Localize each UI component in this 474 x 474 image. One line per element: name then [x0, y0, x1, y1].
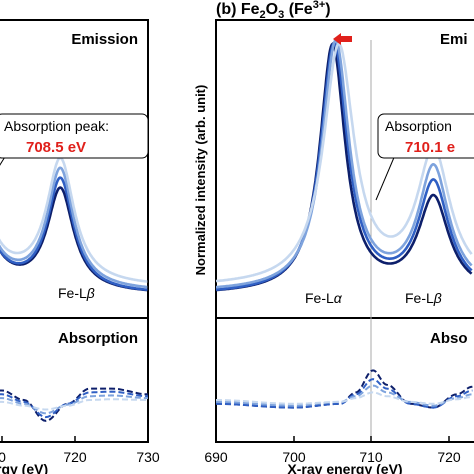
left-annotation-title: Absorption peak: — [4, 118, 109, 134]
left-x-tick-label: 730 — [136, 449, 160, 465]
right-annotation-value: 710.1 e — [405, 139, 455, 156]
left-emission-frame — [0, 19, 149, 319]
right-x-ticks — [215, 436, 450, 442]
emission-right-series-2 — [215, 41, 473, 291]
absorption-left-series-4 — [0, 398, 148, 411]
right-absorption-frame — [215, 317, 474, 443]
left-peak-label-fe-lbeta: Fe-Lβ — [58, 285, 95, 301]
right-peak-label-fe-lbeta: Fe-Lβ — [405, 290, 442, 306]
right-y-axis-label: Normalized intensity (arb. unit) — [193, 85, 208, 276]
right-x-tick-label: 690 — [204, 449, 228, 465]
absorption-right-series-2 — [215, 378, 473, 409]
left-absorption-frame — [0, 317, 149, 443]
right-x-tick-label: 700 — [282, 449, 306, 465]
right-emission-curves — [215, 38, 473, 292]
right-panel-title: (b) Fe2O3 (Fe3+) — [216, 0, 331, 21]
left-absorption-peak-annotation: Absorption peak: 708.5 eV — [0, 113, 149, 166]
right-x-axis-label: X-ray energy (eV) — [287, 461, 402, 474]
left-x-ticks — [1, 436, 149, 442]
emission-right-series-3 — [216, 38, 473, 289]
right-peak-label-fe-lalpha: Fe-Lα — [305, 290, 343, 306]
left-emission-curves — [0, 156, 148, 292]
left-x-tick-label: 0 — [0, 449, 6, 465]
emission-left-series-4 — [0, 156, 148, 283]
left-x-axis-label: rgy (eV) — [0, 461, 48, 474]
left-annotation-value: 708.5 eV — [26, 139, 86, 156]
left-absorption-curves — [0, 387, 149, 422]
right-absorption-curves — [215, 369, 473, 409]
emission-left-series-3 — [0, 166, 148, 289]
right-x-tick-label: 720 — [437, 449, 461, 465]
right-absorption-peak-annotation: Absorption 710.1 e — [375, 113, 474, 201]
absorption-left-series-2 — [0, 390, 149, 419]
emission-left-series-2 — [0, 176, 148, 292]
right-annotation-title: Absorption — [385, 118, 452, 134]
shift-arrow-icon — [333, 33, 352, 45]
right-emission-label: Emi — [440, 31, 468, 48]
left-x-tick-label: 720 — [63, 449, 87, 465]
left-absorption-label: Absorption — [58, 330, 138, 347]
absorption-left-series-1 — [0, 387, 149, 422]
left-emission-label: Emission — [71, 31, 138, 48]
absorption-right-series-4 — [215, 391, 473, 405]
right-absorption-label: Abso — [430, 330, 468, 347]
right-x-tick-label: 710 — [359, 449, 383, 465]
